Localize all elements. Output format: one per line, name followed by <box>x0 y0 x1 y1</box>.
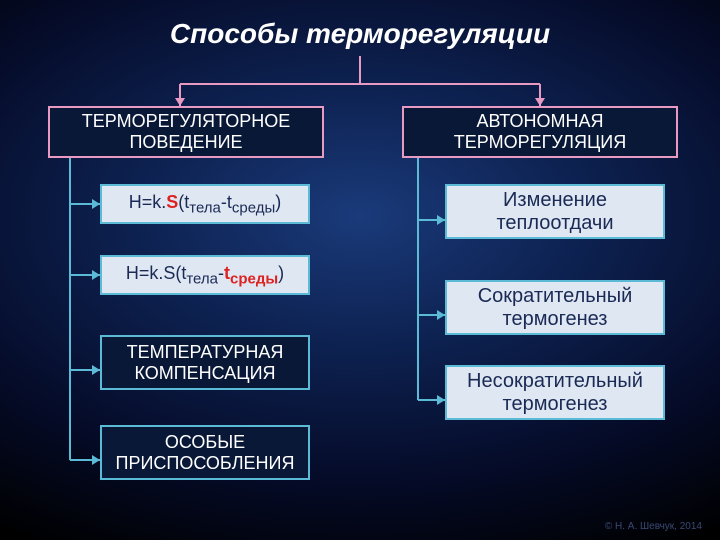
footer-credit: © Н. А. Шевчук, 2014 <box>605 521 702 532</box>
box-contractile-line1: термогенез <box>503 308 608 331</box>
box-left_main: ТЕРМОРЕГУЛЯТОРНОЕПОВЕДЕНИЕ <box>48 106 324 158</box>
box-special-line1: ПРИСПОСОБЛЕНИЯ <box>116 453 295 474</box>
box-formula2: H=k.S(tтела-tсреды) <box>100 255 310 295</box>
diagram-title: Способы терморегуляции <box>0 18 720 50</box>
box-right_main: АВТОНОМНАЯТЕРМОРЕГУЛЯЦИЯ <box>402 106 678 158</box>
box-heat_exchange: Изменениетеплоотдачи <box>445 184 665 239</box>
box-formula1: H=k.S(tтела-tсреды) <box>100 184 310 224</box>
box-special-line0: ОСОБЫЕ <box>165 432 245 453</box>
box-heat_exchange-line1: теплоотдачи <box>496 212 613 235</box>
box-formula1-formula: H=k.S(tтела-tсреды) <box>129 192 282 217</box>
footer-text: © Н. А. Шевчук, 2014 <box>605 521 702 532</box>
box-formula2-formula: H=k.S(tтела-tсреды) <box>126 263 284 288</box>
box-contractile: Сократительныйтермогенез <box>445 280 665 335</box>
box-temp_comp-line1: КОМПЕНСАЦИЯ <box>134 363 275 384</box>
box-temp_comp: ТЕМПЕРАТУРНАЯКОМПЕНСАЦИЯ <box>100 335 310 390</box>
box-special: ОСОБЫЕПРИСПОСОБЛЕНИЯ <box>100 425 310 480</box>
box-left_main-line0: ТЕРМОРЕГУЛЯТОРНОЕ <box>82 111 290 132</box>
box-contractile-line0: Сократительный <box>478 285 633 308</box>
title-text: Способы терморегуляции <box>170 18 550 49</box>
box-temp_comp-line0: ТЕМПЕРАТУРНАЯ <box>127 342 284 363</box>
box-right_main-line0: АВТОНОМНАЯ <box>477 111 604 132</box>
box-right_main-line1: ТЕРМОРЕГУЛЯЦИЯ <box>454 132 626 153</box>
box-left_main-line1: ПОВЕДЕНИЕ <box>129 132 242 153</box>
box-heat_exchange-line0: Изменение <box>503 189 607 212</box>
box-noncontractile-line1: термогенез <box>503 393 608 416</box>
box-noncontractile-line0: Несократительный <box>467 370 643 393</box>
box-noncontractile: Несократительныйтермогенез <box>445 365 665 420</box>
